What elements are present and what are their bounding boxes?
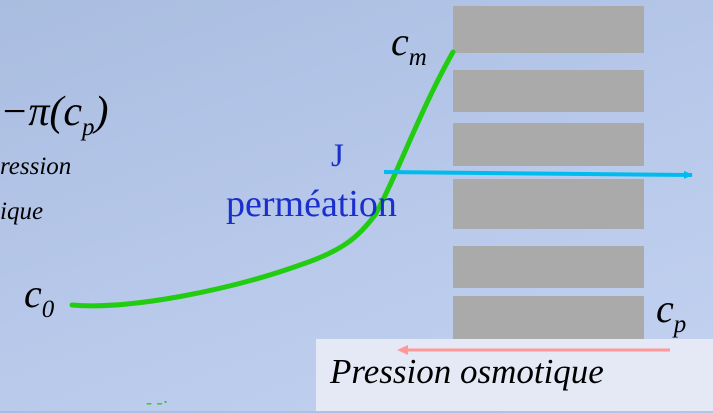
- flux-arrow: [383, 170, 693, 179]
- flux-j-label: J: [331, 138, 344, 174]
- osmotic-pressure-expression: −π(cp): [0, 89, 109, 141]
- permeation-label: perméation: [226, 183, 397, 225]
- c-p-label: cp: [656, 286, 687, 338]
- membrane-block: [453, 179, 644, 229]
- concentration-curve: [69, 49, 456, 309]
- membrane-block: [453, 6, 644, 53]
- c-m-label: cm: [391, 19, 427, 71]
- membrane-block: [453, 70, 644, 112]
- hydraulic-text-fragment: ique: [0, 198, 44, 225]
- pressure-text-fragment: ression: [0, 153, 72, 180]
- membrane-block: [453, 123, 644, 166]
- membrane-block: [453, 296, 644, 339]
- bottom-text-fragment: - -·: [146, 392, 169, 412]
- osmotic-pressure-label: Pression osmotique: [330, 352, 604, 391]
- membrane-block: [453, 246, 644, 288]
- c-0-label: c0: [24, 271, 55, 323]
